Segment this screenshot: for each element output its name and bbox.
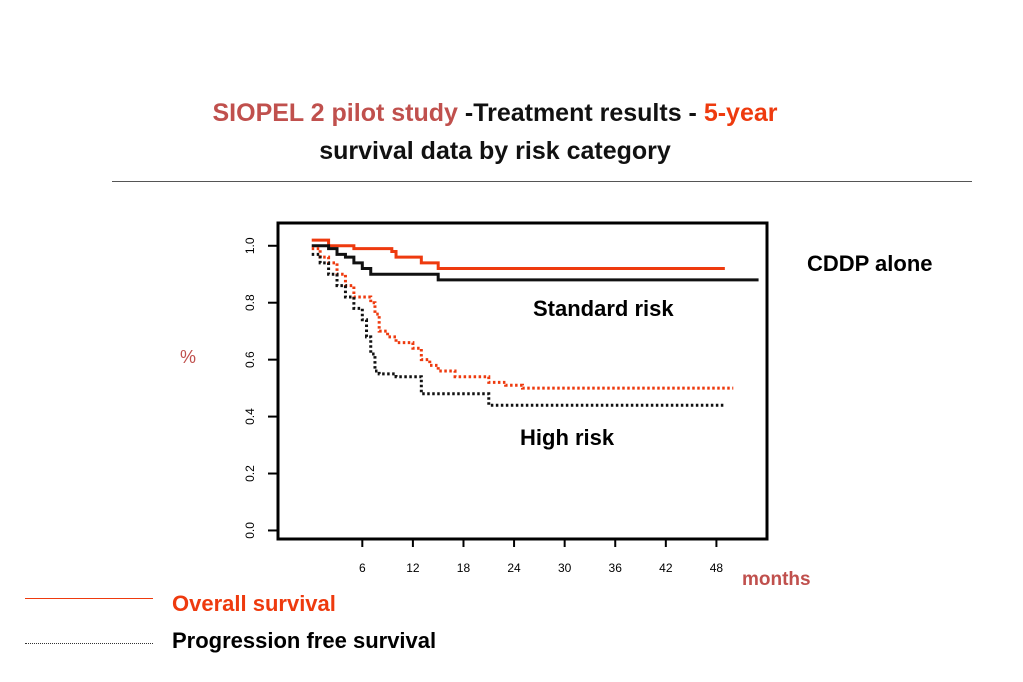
x-tick-label: 30 <box>558 561 572 575</box>
x-tick-label: 36 <box>609 561 623 575</box>
y-tick-label: 0.4 <box>243 408 257 425</box>
x-axis-label: months <box>742 569 811 590</box>
title-5-year: 5-year <box>703 99 778 127</box>
legend-pfs-swatch <box>25 643 153 644</box>
title-divider <box>112 181 972 182</box>
y-tick-label: 0.0 <box>243 522 257 539</box>
cddp-annotation: CDDP alone <box>807 251 933 276</box>
y-tick-label: 1.0 <box>243 237 257 254</box>
y-tick-label: 0.8 <box>243 294 257 311</box>
x-tick-label: 42 <box>659 561 673 575</box>
standard-risk-overall-survival-line <box>311 238 725 271</box>
legend-overall-survival-swatch <box>25 598 153 599</box>
y-axis-label: % <box>180 347 197 367</box>
x-tick-label: 18 <box>457 561 471 575</box>
plot-frame <box>276 221 769 541</box>
high-risk-annotation: High risk <box>520 425 615 450</box>
page-title: SIOPEL 2 pilot study -Treatment results … <box>0 96 990 130</box>
y-tick-label: 0.2 <box>243 465 257 482</box>
standard-risk-annotation: Standard risk <box>533 296 674 321</box>
x-tick-label: 24 <box>507 561 521 575</box>
title-study-name: SIOPEL 2 pilot study <box>212 99 458 127</box>
x-tick-label: 12 <box>406 561 420 575</box>
high-risk-pfs-line <box>311 252 725 407</box>
high-risk-overall-survival-line <box>311 247 734 390</box>
legend-pfs-label: Progression free survival <box>172 628 437 653</box>
standard-risk-pfs-line <box>311 244 759 282</box>
x-tick-label: 6 <box>359 561 366 575</box>
title-middle: -Treatment results - <box>457 99 704 127</box>
page-subtitle: survival data by risk category <box>319 137 671 165</box>
x-tick-label: 48 <box>710 561 724 575</box>
y-tick-label: 0.6 <box>243 351 257 368</box>
legend-overall-survival-label: Overall survival <box>172 591 336 616</box>
